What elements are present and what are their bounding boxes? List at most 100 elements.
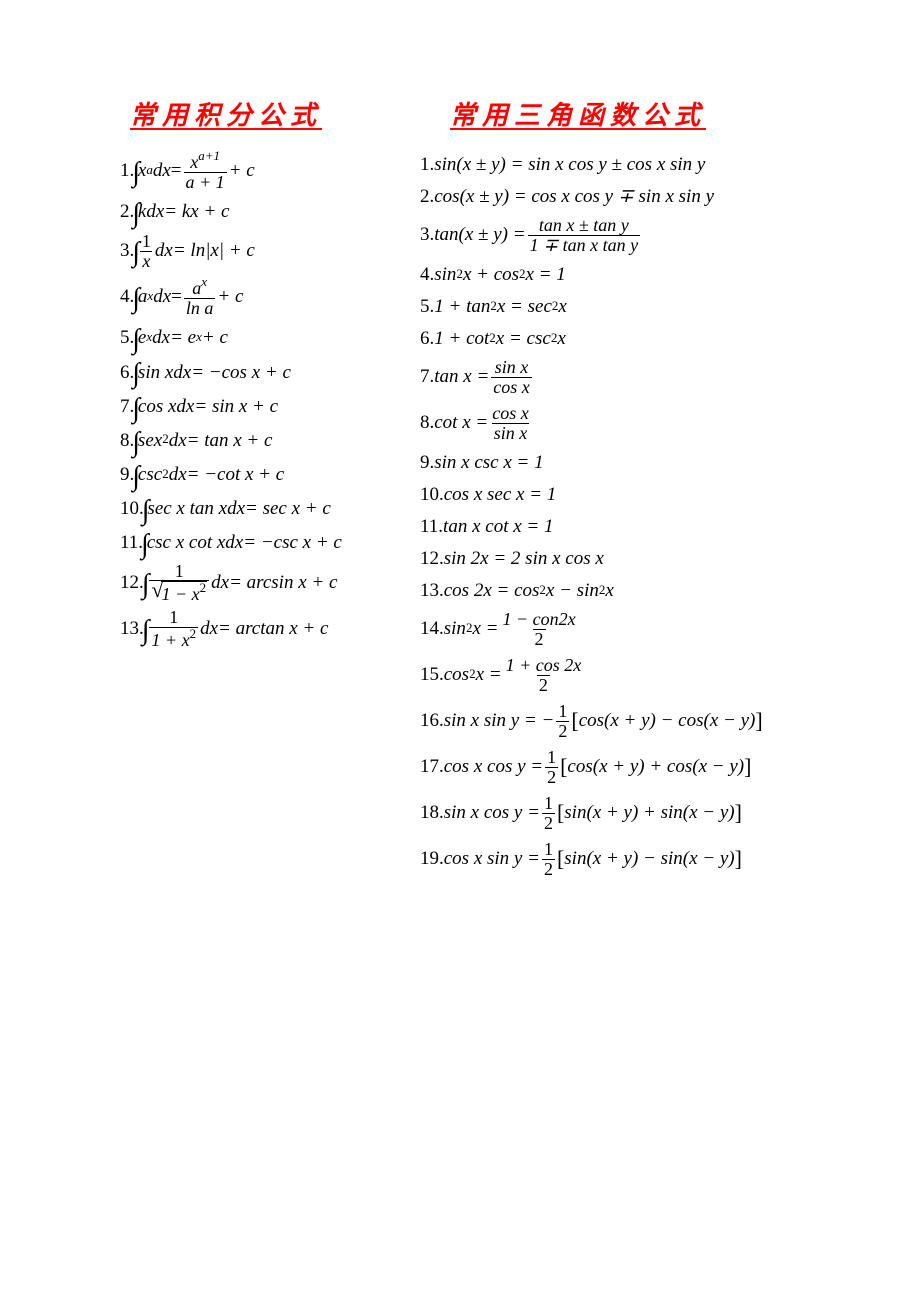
t: x = sec — [497, 296, 552, 318]
fraction: 1 2 — [545, 748, 558, 787]
num-label: 11. — [120, 532, 143, 554]
trig-10: 10.cos x sec x = 1 — [420, 480, 890, 510]
num-label: 1. — [420, 154, 434, 176]
left-column: 常用积分公式 1.∫ xadx = xa+1 a + 1 + c 2.∫ kdx… — [120, 95, 400, 884]
bracket-close-icon: ] — [735, 846, 742, 871]
frac-den: a + 1 — [184, 172, 227, 192]
term: csc — [138, 464, 162, 486]
num-label: 8. — [420, 412, 434, 434]
frac-num-exp: x — [201, 274, 207, 289]
frac-num: 1 — [545, 748, 558, 767]
fraction: tan x ± tan y 1 ∓ tan x tan y — [528, 216, 641, 255]
fraction: 1 2 — [556, 702, 569, 741]
t: cos — [444, 664, 469, 686]
trig-15: 15. cos2 x = 1 + cos 2x 2 — [420, 654, 890, 696]
two-column-layout: 常用积分公式 1.∫ xadx = xa+1 a + 1 + c 2.∫ kdx… — [0, 95, 920, 884]
e: 2 — [552, 299, 559, 314]
exp: x — [196, 330, 202, 345]
integral-sign-icon: ∫ — [142, 495, 150, 527]
num-label: 6. — [420, 328, 434, 350]
num-label: 14. — [420, 618, 444, 640]
frac-den: sin x — [492, 423, 530, 443]
frac-num: tan x ± tan y — [537, 216, 631, 235]
frac-num: 1 — [542, 840, 555, 859]
integral-sign-icon: ∫ — [132, 283, 140, 315]
integral-9: 9.∫ csc2dx = −cot x + c — [120, 459, 400, 491]
t: x — [558, 296, 566, 318]
t: 1 + cot — [434, 328, 489, 350]
lhs: sin x sin y = − — [444, 710, 555, 732]
heading-integrals: 常用积分公式 — [130, 95, 400, 132]
term: kdx — [138, 201, 164, 223]
t: x = csc — [496, 328, 551, 350]
frac-den: cos x — [491, 377, 531, 397]
frac-num-base: a — [192, 278, 201, 298]
num-label: 9. — [420, 452, 434, 474]
rhs: = ln|x| + c — [173, 240, 255, 262]
integral-sign-icon: ∫ — [132, 324, 140, 356]
dx: dx — [200, 618, 218, 640]
trig-17: 17.cos x cos y = 1 2 [cos(x + y) + cos(x… — [420, 746, 890, 788]
trig-list: 1.sin(x ± y) = sin x cos y ± cos x sin y… — [420, 150, 890, 880]
frac-num: 1 + cos 2x — [504, 656, 584, 675]
rhs: = tan x + c — [187, 430, 273, 452]
term: dx — [153, 160, 171, 182]
e: 2 — [599, 583, 606, 598]
integral-4: 4.∫ axdx = ax ln a + c — [120, 276, 400, 318]
frac-num-base: x — [190, 152, 198, 172]
t: sin — [444, 618, 466, 640]
num-label: 18. — [420, 802, 444, 824]
trig-11: 11.tan x cot x = 1 — [420, 512, 890, 542]
trig-2: 2.cos(x ± y) = cos x cos y ∓ sin x sin y — [420, 182, 890, 212]
e: 2 — [469, 667, 476, 682]
trig-7: 7.tan x = sin x cos x — [420, 356, 890, 398]
rhs: = −csc x + c — [243, 532, 342, 554]
exp: 2 — [162, 467, 169, 482]
eq: = — [171, 286, 182, 308]
num-label: 10. — [420, 484, 444, 506]
t: sin — [434, 264, 456, 286]
page-container: 常用积分公式 1.∫ xadx = xa+1 a + 1 + c 2.∫ kdx… — [0, 0, 920, 1302]
rhs: sin(x + y) + sin(x − y) — [564, 802, 734, 824]
integral-list: 1.∫ xadx = xa+1 a + 1 + c 2.∫ kdx = kx +… — [120, 150, 400, 650]
lhs: cos x cos y = — [444, 756, 543, 778]
num-label: 12. — [120, 572, 144, 594]
trig-6: 6. 1 + cot2 x = csc2 x — [420, 324, 890, 354]
e: 2 — [519, 267, 526, 282]
trig-19: 19.cos x sin y = 1 2 [sin(x + y) − sin(x… — [420, 838, 890, 880]
frac-den: 2 — [537, 675, 550, 695]
integral-2: 2.∫ kdx = kx + c — [120, 196, 400, 228]
fraction: 1 1 + x2 — [149, 608, 198, 650]
exp: a — [146, 163, 153, 178]
formula: sin 2x = 2 sin x cos x — [444, 548, 604, 570]
num-label: 19. — [420, 848, 444, 870]
integral-sign-icon: ∫ — [132, 237, 140, 269]
term: sex — [138, 430, 162, 452]
exp: 2 — [190, 626, 197, 641]
num-label: 13. — [120, 618, 144, 640]
rhs: cos(x + y) + cos(x − y) — [567, 756, 744, 778]
frac-num: 1 — [140, 232, 153, 251]
formula: cos x sec x = 1 — [444, 484, 557, 506]
lhs: cos x sin y = — [444, 848, 540, 870]
integral-sign-icon: ∫ — [142, 569, 150, 601]
frac-num: cos x — [490, 404, 530, 423]
integral-sign-icon: ∫ — [132, 393, 140, 425]
lhs: tan x = — [434, 366, 489, 388]
bracket-open-icon: [ — [571, 708, 578, 733]
num-label: 4. — [420, 264, 434, 286]
num-label: 3. — [420, 224, 434, 246]
term: dx — [153, 286, 171, 308]
integral-sign-icon: ∫ — [132, 358, 140, 390]
integral-sign-icon: ∫ — [132, 198, 140, 230]
term: cos xdx — [138, 396, 194, 418]
integral-3: 3.∫ 1 x dx = ln|x| + c — [120, 230, 400, 272]
right-column: 常用三角函数公式 1.sin(x ± y) = sin x cos y ± co… — [420, 95, 890, 884]
exp: 2 — [200, 580, 207, 595]
integral-sign-icon: ∫ — [132, 427, 140, 459]
lhs: tan(x ± y) = — [434, 224, 525, 246]
frac-num: sin x — [493, 358, 531, 377]
trig-12: 12.sin 2x = 2 sin x cos x — [420, 544, 890, 574]
rhs: = kx + c — [164, 201, 229, 223]
fraction: ax ln a — [184, 276, 216, 318]
